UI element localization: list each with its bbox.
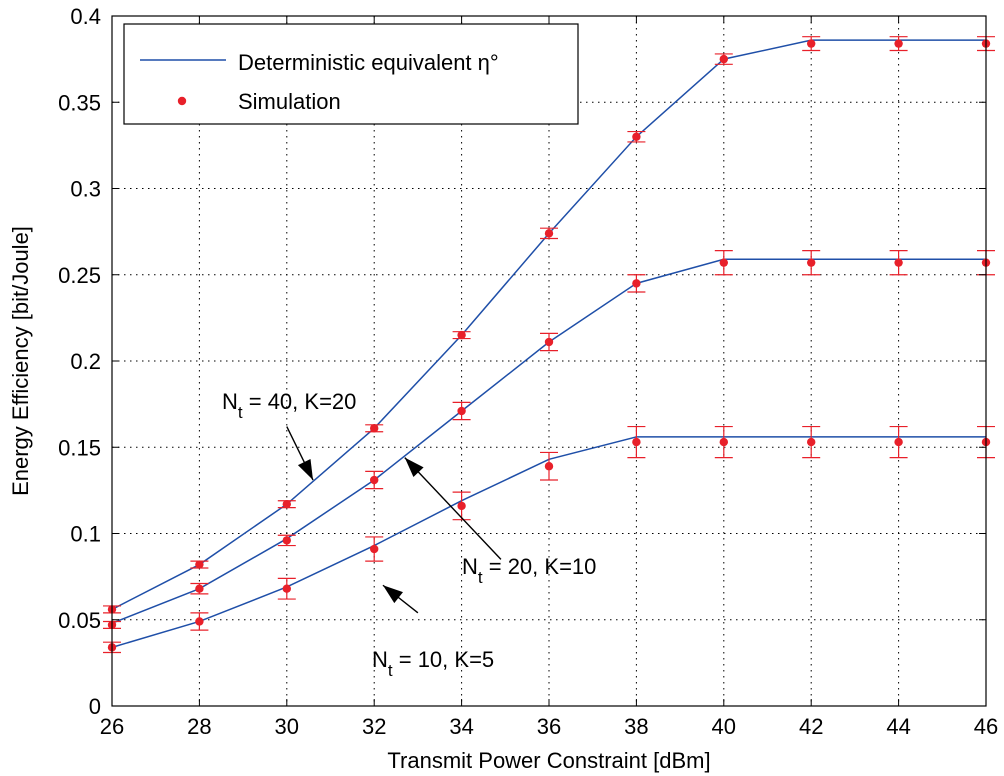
- simulation-point: [544, 229, 554, 238]
- y-tick-label: 0.1: [70, 522, 101, 547]
- simulation-point: [544, 462, 554, 471]
- y-tick-label: 0.15: [58, 435, 101, 460]
- x-tick-label: 28: [187, 714, 211, 739]
- annotation-arrowhead: [404, 457, 424, 477]
- annotation-arrowhead: [297, 458, 314, 481]
- simulation-point: [370, 424, 379, 433]
- x-axis-label: Transmit Power Constraint [dBm]: [387, 748, 710, 773]
- simulation-point: [457, 330, 466, 340]
- simulation-point: [370, 544, 379, 554]
- x-tick-label: 34: [449, 714, 473, 739]
- simulation-point: [807, 258, 816, 267]
- simulation-point: [195, 560, 204, 569]
- annotation-arrow-line: [404, 457, 502, 560]
- legend-label-deterministic: Deterministic equivalent η°: [238, 50, 499, 75]
- legend-box: [123, 23, 579, 125]
- x-tick-label: 46: [974, 714, 998, 739]
- simulation-point: [894, 39, 903, 48]
- y-tick-label: 0.25: [58, 263, 101, 288]
- x-tick-label: 38: [624, 714, 648, 739]
- y-tick-label: 0: [89, 694, 101, 719]
- simulation-point: [195, 617, 204, 626]
- legend-label-simulation: Simulation: [238, 89, 341, 114]
- x-tick-label: 32: [362, 714, 386, 739]
- x-tick-label: 26: [100, 714, 124, 739]
- simulation-point: [719, 54, 728, 64]
- simulation-point: [282, 499, 291, 509]
- simulation-point: [457, 406, 466, 416]
- simulation-point: [807, 39, 816, 48]
- y-axis-label: Energy Efficiency [bit/Joule]: [8, 226, 33, 496]
- annotation-label: Nt = 40, K=20: [222, 389, 356, 422]
- simulation-point: [370, 475, 379, 485]
- x-tick-label: 40: [712, 714, 736, 739]
- legend-marker-swatch: [177, 96, 187, 106]
- y-tick-label: 0.2: [70, 349, 101, 374]
- simulation-point: [544, 337, 554, 347]
- y-tick-label: 0.05: [58, 608, 101, 633]
- simulation-point: [632, 279, 641, 288]
- simulation-point: [894, 258, 903, 267]
- x-tick-label: 42: [799, 714, 823, 739]
- annotation-label: Nt = 10, K=5: [372, 647, 494, 680]
- annotation-arrowhead: [382, 585, 403, 604]
- simulation-point: [719, 258, 728, 267]
- x-tick-label: 30: [275, 714, 299, 739]
- legend: Deterministic equivalent η° Simulation: [123, 23, 579, 125]
- y-tick-label: 0.35: [58, 90, 101, 115]
- simulation-points: [103, 36, 995, 654]
- y-tick-label: 0.4: [70, 4, 101, 29]
- simulation-point: [195, 584, 204, 593]
- simulation-point: [282, 536, 291, 545]
- annotations: Nt = 40, K=20 Nt = 20, K=10 Nt = 10, K=5: [222, 389, 596, 680]
- simulation-point: [719, 437, 728, 447]
- simulation-point: [894, 437, 903, 447]
- annotation-label: Nt = 20, K=10: [462, 554, 596, 587]
- simulation-point: [282, 584, 291, 593]
- axis-ticks: 26 28 30 32 34 36 38 40 42 44 46 0 0.05 0.1 0.15 0.2 0.2…: [58, 4, 998, 739]
- simulation-point: [807, 437, 816, 447]
- x-tick-label: 44: [886, 714, 910, 739]
- simulation-point: [457, 501, 466, 511]
- y-tick-label: 0.3: [70, 177, 101, 202]
- simulation-point: [632, 132, 641, 141]
- simulation-point: [632, 437, 641, 447]
- x-tick-label: 36: [537, 714, 561, 739]
